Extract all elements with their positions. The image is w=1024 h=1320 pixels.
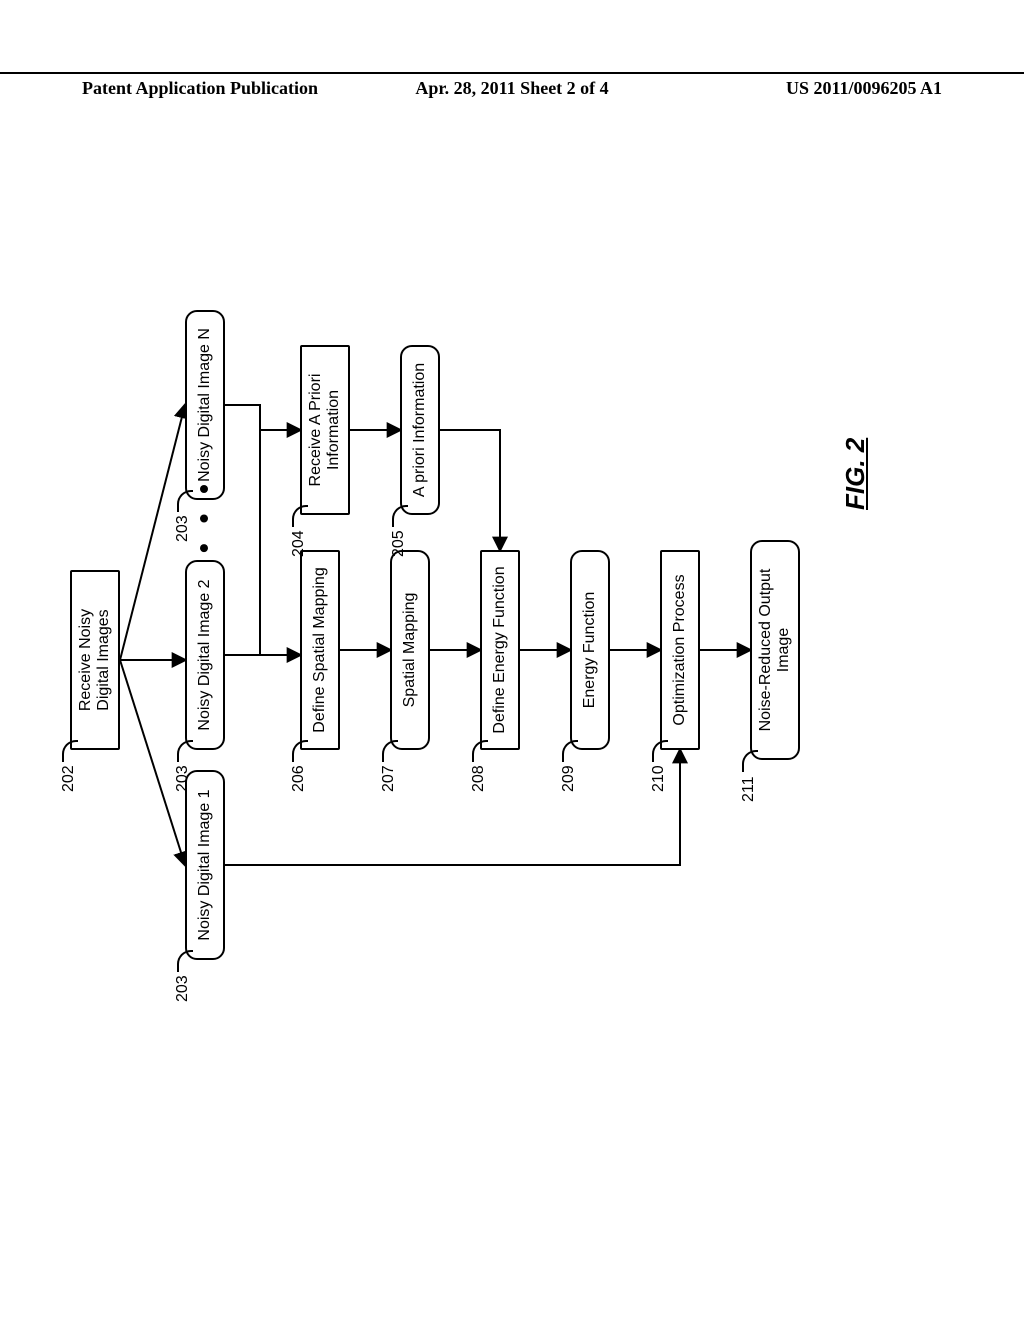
header-mid: Apr. 28, 2011 Sheet 2 of 4 [369,78,656,99]
node-label: A priori Information [411,363,429,497]
node-label: Optimization Process [671,574,689,725]
ref-hook [177,740,193,762]
ref-hook [472,740,488,762]
node-label: Noise-Reduced Output Image [757,569,794,732]
node-label: Spatial Mapping [401,593,419,708]
ref-hook [562,740,578,762]
figure-label: FIG. 2 [840,438,871,510]
ref-204: 204 [290,530,308,557]
ref-210: 210 [650,765,668,792]
ref-hook [292,740,308,762]
ref-202: 202 [60,765,78,792]
ref-207: 207 [380,765,398,792]
ref-206: 206 [290,765,308,792]
node-label: Noisy Digital Image N [196,328,214,482]
node-define-spatial: Define Spatial Mapping [300,550,340,750]
node-energy: Energy Function [570,550,610,750]
node-receive-noisy: Receive Noisy Digital Images [70,570,120,750]
node-output: Noise-Reduced Output Image [750,540,800,760]
ref-205: 205 [390,530,408,557]
header-right: US 2011/0096205 A1 [655,78,942,99]
node-label: Define Spatial Mapping [311,567,329,732]
ref-203c: 203 [174,515,192,542]
node-noisy-image-n: Noisy Digital Image N [185,310,225,500]
node-optimization: Optimization Process [660,550,700,750]
flow-diagram: Receive Noisy Digital Images Noisy Digit… [70,340,950,960]
node-spatial: Spatial Mapping [390,550,430,750]
ref-hook [652,740,668,762]
ref-hook [177,490,193,512]
ref-hook [382,740,398,762]
ref-hook [292,505,308,527]
ref-203a: 203 [174,975,192,1002]
ref-hook [62,740,78,762]
ref-208: 208 [470,765,488,792]
ref-hook [742,750,758,772]
ref-hook [177,950,193,972]
node-label: Energy Function [581,592,599,709]
header-left: Patent Application Publication [82,78,369,99]
node-label: Define Energy Function [491,566,509,733]
node-label: Receive A Priori Information [307,374,344,487]
node-apriori: A priori Information [400,345,440,515]
ref-209: 209 [560,765,578,792]
node-receive-apriori: Receive A Priori Information [300,345,350,515]
page-header: Patent Application Publication Apr. 28, … [0,72,1024,99]
node-label: Noisy Digital Image 2 [196,579,214,730]
node-define-energy: Define Energy Function [480,550,520,750]
ref-211: 211 [740,776,758,802]
ref-hook [392,505,408,527]
node-noisy-image-1: Noisy Digital Image 1 [185,770,225,960]
ref-203b: 203 [174,765,192,792]
node-noisy-image-2: Noisy Digital Image 2 [185,560,225,750]
node-label: Receive Noisy Digital Images [77,609,114,711]
node-label: Noisy Digital Image 1 [196,789,214,940]
